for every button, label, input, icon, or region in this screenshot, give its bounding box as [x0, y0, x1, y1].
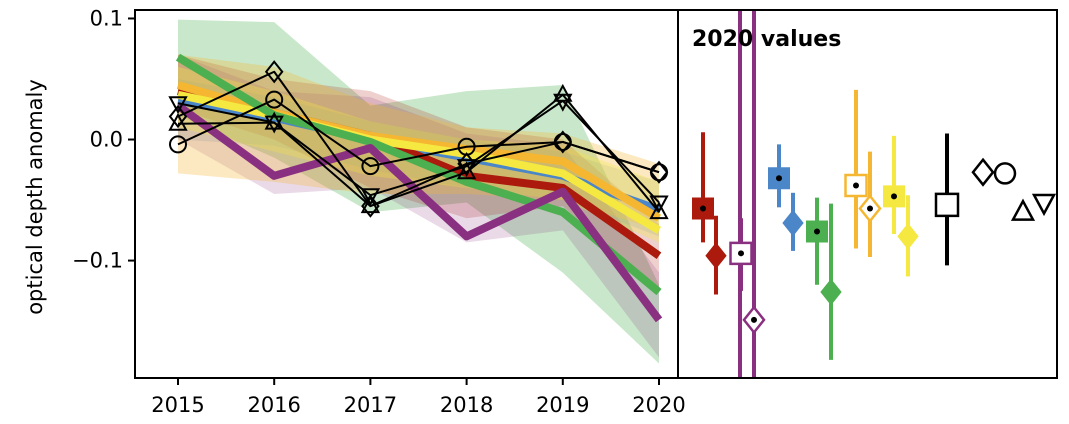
triangle-down-marker: [1031, 193, 1057, 217]
diamond-marker: [649, 160, 669, 184]
triangle-down-marker: [456, 159, 477, 178]
inset-center-dot: [867, 205, 873, 212]
main-plot-area: [168, 19, 669, 364]
series-line: [177, 70, 660, 208]
triangle-down-marker: [360, 188, 381, 207]
inset-center-dot: [891, 193, 897, 200]
diamond-marker: [971, 157, 995, 187]
triangle-down-marker: [264, 115, 284, 134]
circle-marker: [361, 157, 380, 176]
inset-center-dot: [700, 205, 706, 212]
diamond-marker: [361, 194, 380, 218]
x-tick-label: 2019: [536, 393, 589, 417]
inset-center-dot: [738, 250, 744, 257]
uncertainty-band: [178, 54, 659, 291]
inset-center-dot: [776, 175, 782, 182]
triangle-down-marker: [649, 195, 669, 214]
circle-marker: [169, 135, 187, 154]
circle-marker: [265, 90, 284, 109]
triangle-up-marker: [168, 112, 188, 131]
triangle-up-marker: [264, 111, 284, 130]
uncertainty-band: [178, 54, 659, 358]
diamond-marker: [820, 278, 842, 306]
y-tick-label: −0.1: [72, 249, 123, 273]
triangle-up-marker: [649, 201, 669, 220]
series-line: [177, 99, 660, 204]
inset-title: 2020 values: [692, 27, 841, 52]
diamond-marker: [782, 209, 804, 237]
diamond-marker: [264, 60, 284, 84]
series-line: [177, 93, 660, 213]
series-line: [177, 90, 662, 234]
triangle-up-marker: [456, 161, 477, 180]
triangle-up-marker: [1010, 198, 1036, 221]
x-tick-label: 2017: [344, 393, 397, 417]
y-axis-label: optical depth anomaly: [23, 79, 47, 315]
y-tick-label: 0.1: [90, 6, 123, 30]
plot-frame: [134, 9, 1058, 379]
diamond-marker: [168, 104, 188, 129]
series-line: [175, 102, 663, 323]
triangle-down-marker: [168, 96, 188, 115]
x-tick-label: 2020: [632, 393, 685, 417]
diamond-marker: [705, 242, 727, 270]
inset-plot-area: [692, 10, 1057, 378]
y-tick-label: 0.0: [90, 128, 123, 152]
diamond-marker: [553, 130, 573, 154]
axes: 0.1 0.0 −0.1 2015 2016 2017 2018 2019 2020: [72, 6, 1058, 417]
inset-center-dot: [853, 182, 859, 189]
square-marker: [934, 192, 960, 218]
inset-center-dot: [751, 316, 757, 323]
triangle-up-marker: [553, 83, 573, 102]
x-tick-label: 2015: [151, 393, 204, 417]
triangle-up-marker: [360, 195, 381, 214]
diamond-marker: [897, 223, 919, 250]
inset-center-dot: [814, 228, 820, 235]
circle-marker: [993, 162, 1017, 185]
series-line: [175, 53, 662, 296]
x-tick-label: 2018: [440, 393, 493, 417]
x-tick-label: 2016: [247, 393, 300, 417]
triangle-down-marker: [553, 93, 573, 112]
